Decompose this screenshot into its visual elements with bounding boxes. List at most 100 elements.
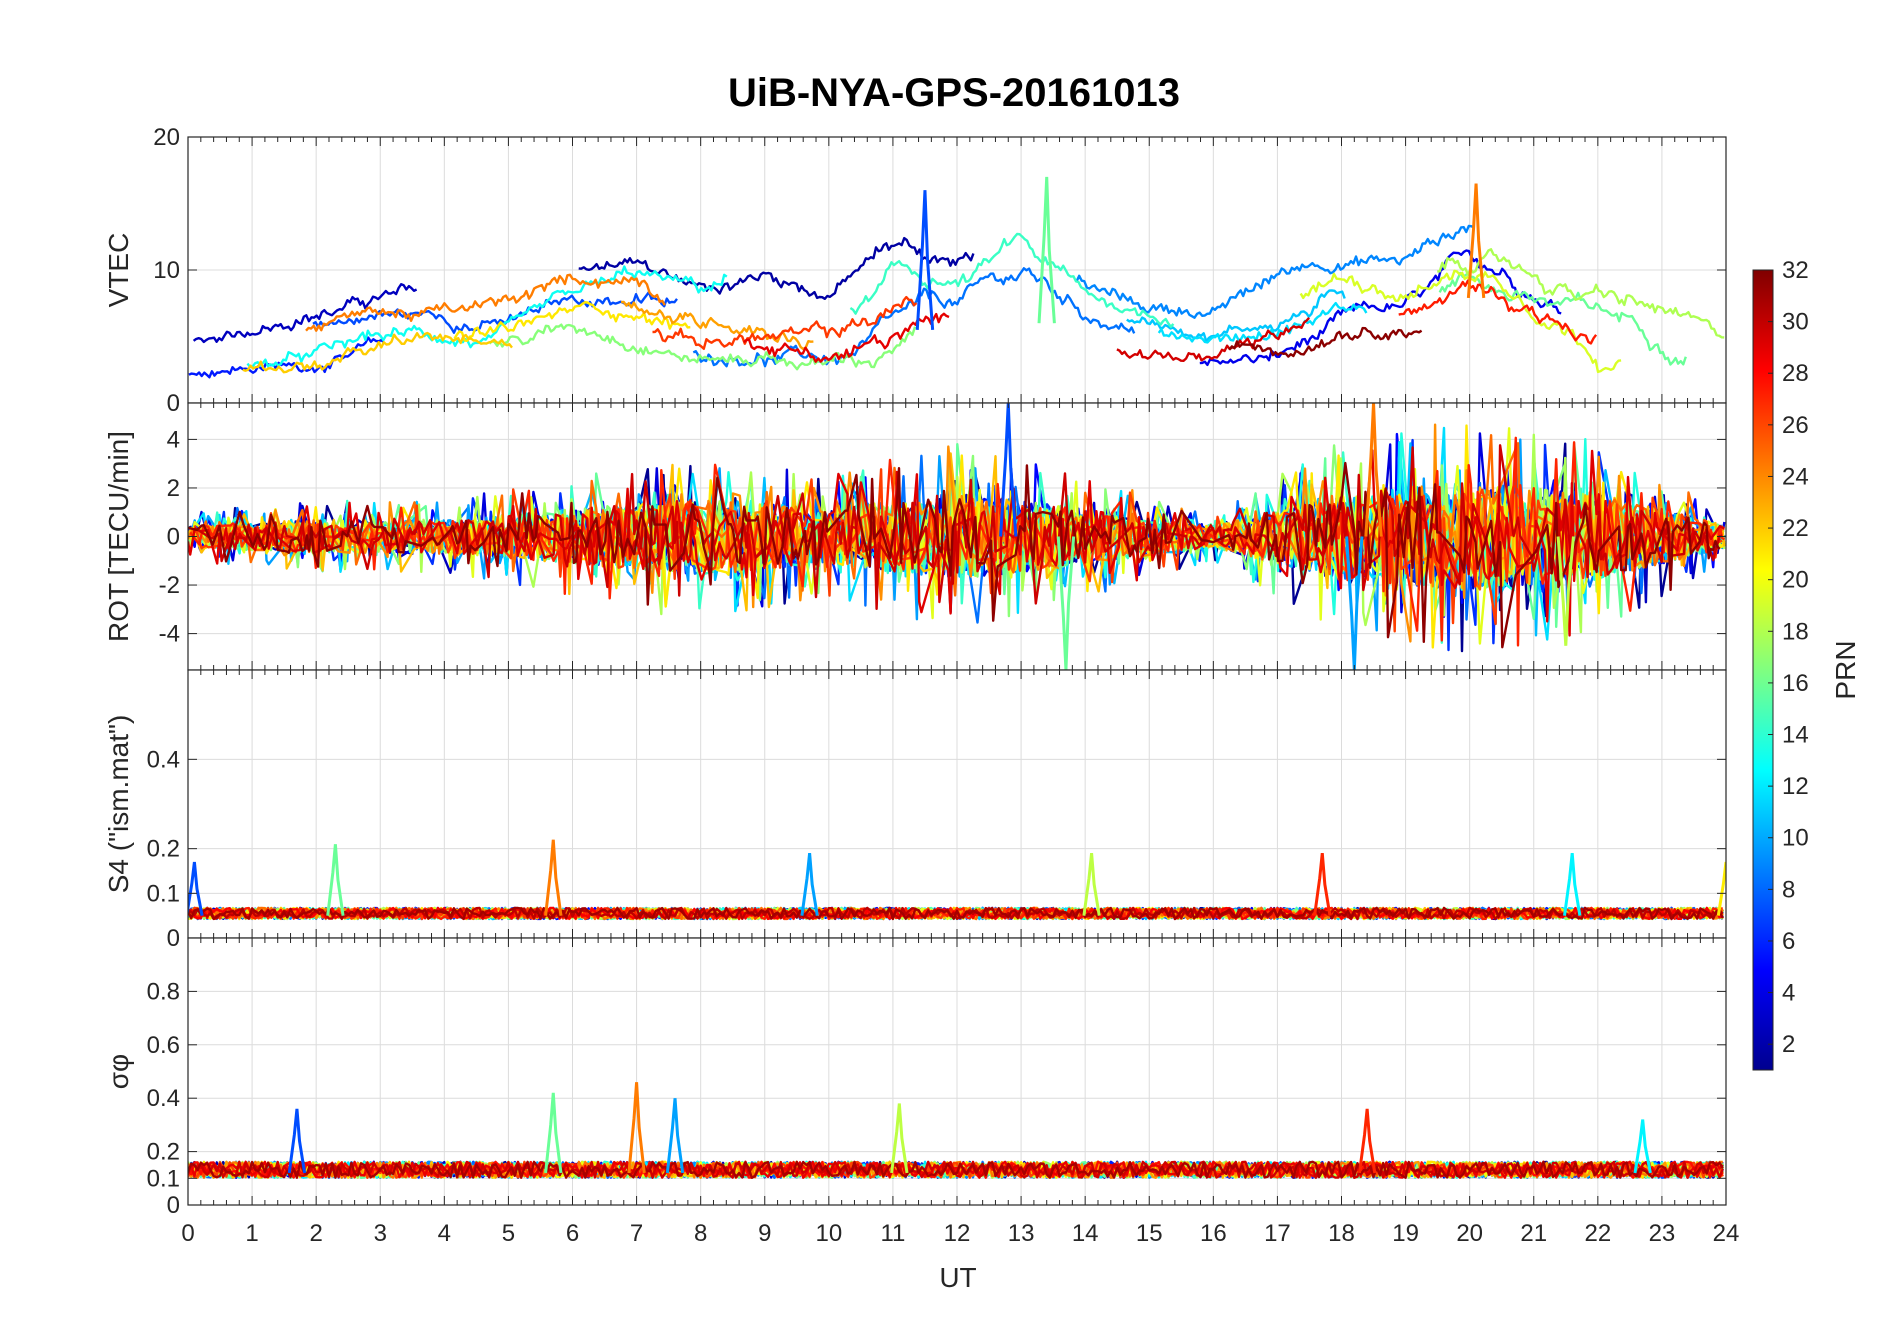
series-line	[652, 295, 918, 350]
series-line	[743, 312, 950, 363]
series-line	[1398, 279, 1598, 345]
y-tick-label: 4	[167, 426, 180, 453]
panel-sigma_phi: 00.10.2 0.4 0.6 0.8 σφ	[103, 937, 1727, 1219]
gridlines	[187, 670, 1727, 939]
x-tick-label: 1	[245, 1220, 258, 1247]
peak-mark	[1357, 1108, 1377, 1174]
panel-rot: -4 -2 0 2 4 ROT [TECU/min]	[103, 402, 1727, 671]
series-line	[1116, 317, 1310, 362]
peak-mark	[1633, 1119, 1652, 1174]
peak-mark	[915, 190, 935, 330]
panel-s4: 0 0.1 0.2 0.4 S4 ("ism.mat")	[103, 669, 1727, 952]
colorbar-tick-label: 32	[1782, 257, 1809, 284]
peak-mark	[1345, 536, 1364, 670]
peak-mark	[1082, 852, 1101, 916]
series-line	[578, 236, 975, 300]
colorbar-tick-label: 26	[1782, 412, 1809, 439]
series-line	[305, 273, 666, 332]
y-tick-label: 0.4	[147, 746, 180, 773]
y-axis-label: σφ	[103, 1054, 134, 1089]
y-tick-label: 0	[167, 390, 180, 417]
colorbar-tick-label: 2	[1782, 1031, 1795, 1058]
series-line	[188, 1160, 1724, 1179]
series-line	[188, 906, 1724, 921]
x-tick-label: 10	[815, 1220, 842, 1247]
x-axis: 0 1 2 3 4 5 6 7 8 9 10 11 12 13 14 15 16 17 18 19 20 21 22 23 24	[181, 1220, 1739, 1247]
y-axis-label: VTEC	[103, 233, 134, 308]
x-tick-label: 7	[630, 1220, 643, 1247]
x-tick-label: 13	[1008, 1220, 1035, 1247]
series-line	[242, 331, 513, 374]
series-line	[849, 232, 1175, 328]
y-tick-label: 0	[167, 925, 180, 952]
x-tick-label: 22	[1584, 1220, 1611, 1247]
x-tick-label: 21	[1520, 1220, 1547, 1247]
peak-mark	[544, 839, 563, 916]
x-tick-label: 0	[181, 1220, 194, 1247]
x-tick-label: 3	[374, 1220, 387, 1247]
y-tick-label: 0.6	[147, 1032, 180, 1059]
x-minor-ticks	[187, 137, 1727, 403]
x-tick-label: 14	[1072, 1220, 1099, 1247]
peak-mark	[287, 1108, 307, 1174]
y-axis-label: S4 ("ism.mat")	[103, 715, 134, 894]
series-group	[188, 1082, 1724, 1179]
y-tick-label: 20	[153, 124, 180, 151]
series-line	[1199, 249, 1562, 367]
series-group	[188, 403, 1726, 670]
y-tick-label: 2	[167, 475, 180, 502]
y-tick-label: 0.8	[147, 978, 180, 1005]
y-tick-label: 0.4	[147, 1085, 180, 1112]
series-line	[188, 906, 1724, 921]
series-line	[1075, 224, 1475, 319]
y-tick-label: 0.1	[147, 880, 180, 907]
series-line	[188, 461, 1721, 649]
x-axis-label: UT	[939, 1262, 976, 1293]
colorbar-tick-label: 6	[1782, 928, 1795, 955]
peak-mark	[665, 1098, 685, 1174]
y-axis-label: ROT [TECU/min]	[103, 431, 134, 642]
x-tick-label: 12	[944, 1220, 971, 1247]
y-tick-label: 0.2	[147, 836, 180, 863]
x-tick-label: 16	[1200, 1220, 1227, 1247]
peak-mark	[999, 403, 1018, 537]
x-tick-label: 23	[1649, 1220, 1676, 1247]
peak-mark	[188, 861, 204, 916]
chart-title: UiB-NYA-GPS-20161013	[728, 71, 1180, 115]
colorbar-tick-label: 14	[1782, 722, 1809, 749]
x-minor-ticks	[187, 938, 1727, 1205]
x-tick-label: 20	[1456, 1220, 1483, 1247]
y-tick-label: 0	[167, 1192, 180, 1219]
x-minor-ticks	[187, 403, 1727, 670]
y-tick-label: 0	[167, 524, 180, 551]
peak-mark	[1563, 852, 1582, 916]
colorbar-label: PRN	[1830, 640, 1861, 699]
peak-mark	[627, 1082, 646, 1174]
x-tick-label: 17	[1264, 1220, 1291, 1247]
x-tick-label: 5	[502, 1220, 515, 1247]
peak-mark	[1037, 176, 1056, 324]
series-line	[453, 301, 691, 342]
colorbar-tick-label: 30	[1782, 309, 1809, 336]
peak-mark	[890, 1103, 909, 1174]
colorbar-tick-label: 8	[1782, 876, 1795, 903]
series-line	[246, 265, 728, 369]
x-tick-label: 2	[309, 1220, 322, 1247]
colorbar-tick-label: 16	[1782, 670, 1809, 697]
panel-vtec: 0 10 20 VTEC	[103, 124, 1727, 417]
series-group	[188, 839, 1726, 921]
series-line	[312, 291, 678, 334]
x-tick-label: 15	[1136, 1220, 1163, 1247]
x-tick-label: 18	[1328, 1220, 1355, 1247]
x-tick-label: 19	[1392, 1220, 1419, 1247]
colorbar-tick-label: 10	[1782, 825, 1809, 852]
x-minor-ticks	[187, 670, 1727, 938]
series-line	[1228, 326, 1423, 358]
x-tick-label: 8	[694, 1220, 707, 1247]
y-tick-label: 0.1	[147, 1165, 180, 1192]
series-line	[1437, 248, 1725, 339]
series-line	[192, 283, 418, 344]
